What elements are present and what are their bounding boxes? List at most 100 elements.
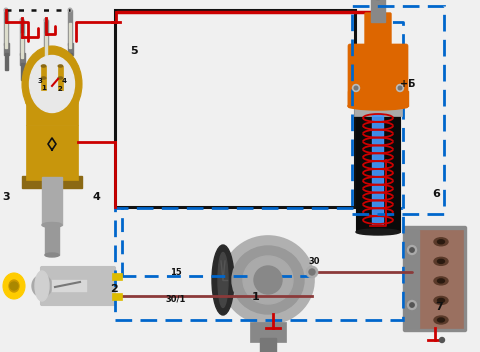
Circle shape <box>44 18 48 22</box>
Ellipse shape <box>218 252 228 308</box>
Text: 3: 3 <box>37 78 42 84</box>
Bar <box>58 66 62 78</box>
Circle shape <box>396 84 404 92</box>
Bar <box>21 63 24 80</box>
Bar <box>68 43 72 55</box>
Bar <box>45 223 59 255</box>
Ellipse shape <box>29 56 74 113</box>
Ellipse shape <box>41 77 46 79</box>
Circle shape <box>20 18 24 22</box>
Circle shape <box>68 8 72 12</box>
Bar <box>44 20 48 55</box>
Text: 30: 30 <box>308 257 320 266</box>
Ellipse shape <box>434 238 448 246</box>
Ellipse shape <box>58 77 62 79</box>
Bar <box>69 23 71 48</box>
Bar <box>354 106 402 116</box>
Ellipse shape <box>32 275 52 297</box>
Ellipse shape <box>212 245 234 315</box>
Bar <box>68 10 72 45</box>
Bar <box>22 176 82 188</box>
Bar <box>45 63 48 80</box>
Ellipse shape <box>437 279 444 283</box>
Circle shape <box>4 8 8 12</box>
Text: 6: 6 <box>432 189 440 199</box>
Bar <box>112 272 122 279</box>
Bar <box>356 110 400 232</box>
Text: 1: 1 <box>41 85 46 91</box>
Text: 15: 15 <box>170 268 182 277</box>
Bar <box>45 33 47 58</box>
Bar <box>58 78 62 90</box>
FancyBboxPatch shape <box>40 266 116 306</box>
Bar <box>5 23 7 48</box>
Ellipse shape <box>232 246 304 314</box>
Bar <box>250 322 286 342</box>
Ellipse shape <box>23 175 81 185</box>
Circle shape <box>354 86 358 90</box>
Circle shape <box>306 266 318 278</box>
Bar <box>4 10 8 45</box>
Circle shape <box>408 245 417 254</box>
Bar <box>372 114 384 224</box>
Ellipse shape <box>437 259 444 263</box>
Bar <box>26 103 78 125</box>
Ellipse shape <box>437 240 444 244</box>
Ellipse shape <box>45 253 59 257</box>
Bar <box>405 230 419 328</box>
Bar <box>52 280 87 292</box>
Ellipse shape <box>356 229 400 235</box>
Text: 1: 1 <box>252 292 260 302</box>
Ellipse shape <box>243 256 293 304</box>
Bar <box>260 338 276 352</box>
Circle shape <box>440 338 444 342</box>
Circle shape <box>410 303 414 307</box>
Ellipse shape <box>22 46 82 122</box>
Ellipse shape <box>348 102 408 110</box>
FancyBboxPatch shape <box>348 44 408 108</box>
Text: 4: 4 <box>92 192 100 202</box>
FancyBboxPatch shape <box>404 226 467 332</box>
Text: 4: 4 <box>61 78 67 84</box>
Ellipse shape <box>42 222 62 227</box>
Ellipse shape <box>354 103 402 109</box>
Circle shape <box>352 84 360 92</box>
FancyBboxPatch shape <box>365 13 391 51</box>
Circle shape <box>410 248 414 252</box>
Ellipse shape <box>356 107 400 113</box>
Ellipse shape <box>434 257 448 265</box>
Bar <box>41 78 46 90</box>
Bar <box>3 43 9 55</box>
Bar <box>348 91 408 106</box>
Bar <box>42 177 62 225</box>
Text: 7: 7 <box>435 302 443 312</box>
Ellipse shape <box>437 318 444 322</box>
Bar <box>4 53 8 70</box>
Bar <box>371 0 385 22</box>
Text: 3: 3 <box>2 192 10 202</box>
Bar <box>44 53 48 65</box>
Ellipse shape <box>26 98 78 108</box>
Ellipse shape <box>434 316 448 324</box>
Circle shape <box>408 301 417 309</box>
Text: 2: 2 <box>58 86 62 92</box>
Text: 30/1: 30/1 <box>165 295 185 304</box>
Ellipse shape <box>434 296 448 304</box>
Bar <box>352 6 444 214</box>
Ellipse shape <box>254 266 282 294</box>
Bar <box>115 208 403 320</box>
Ellipse shape <box>3 273 25 299</box>
Ellipse shape <box>58 65 62 67</box>
Ellipse shape <box>222 236 314 324</box>
Text: +Б: +Б <box>400 79 416 89</box>
Ellipse shape <box>41 65 46 67</box>
Bar <box>417 230 463 328</box>
Ellipse shape <box>35 271 49 301</box>
Bar <box>20 53 24 65</box>
Circle shape <box>309 269 315 275</box>
Circle shape <box>398 86 402 90</box>
Bar <box>69 53 72 70</box>
Bar <box>26 125 78 180</box>
Bar <box>115 10 355 207</box>
Ellipse shape <box>437 298 444 302</box>
